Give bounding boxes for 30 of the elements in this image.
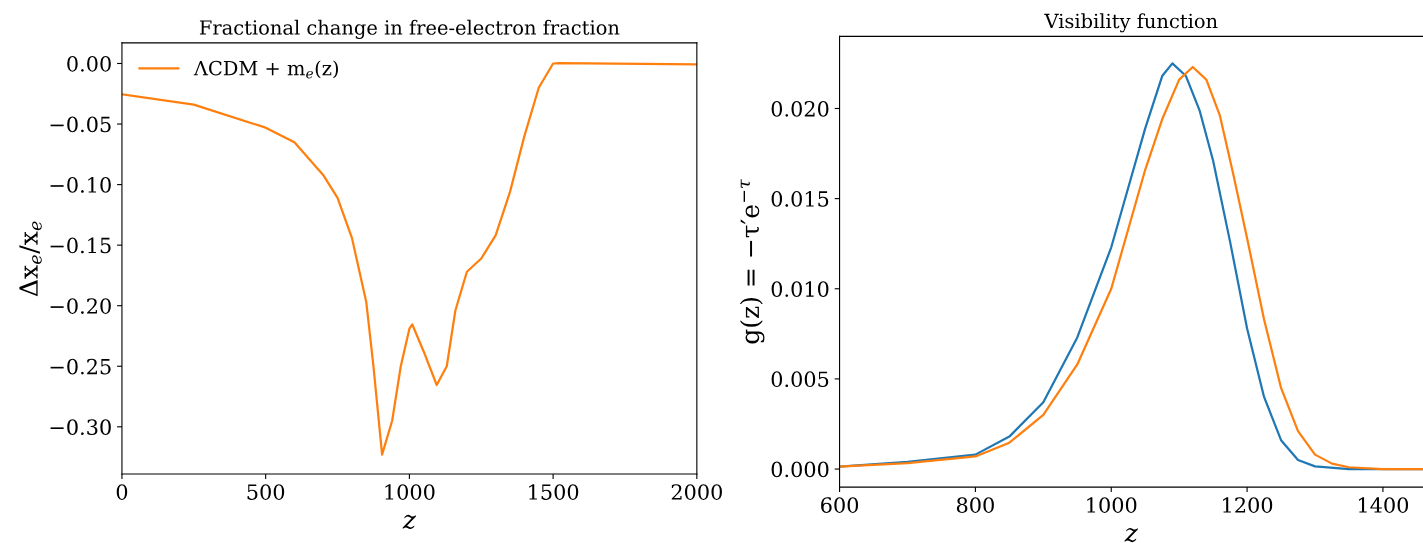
y-tick-label: −0.20 [50, 298, 111, 314]
x-axis-title: z [1124, 527, 1138, 543]
y-tick-label: 0.020 [771, 100, 829, 117]
y-tick-label: −0.15 [50, 237, 111, 254]
y-tick-label: −0.10 [50, 177, 111, 193]
chart-title: Visibility function [1044, 13, 1218, 33]
y-axis-title: Δx$_{e}$/x$_{e}$ [19, 221, 42, 297]
x-axis-title: z [402, 514, 417, 530]
x-tick-label: 1500 [529, 484, 579, 500]
x-tick-label: 1200 [1223, 497, 1273, 513]
x-tick-label: 0 [116, 484, 128, 500]
y-tick-label: −0.30 [50, 419, 111, 436]
y-tick-label: 0.010 [771, 281, 829, 297]
x-tick-label: 1400 [1358, 497, 1409, 513]
x-tick-label: 1000 [385, 484, 435, 500]
x-tick-label: 800 [956, 497, 994, 513]
x-tick-label: 500 [247, 484, 285, 500]
x-tick-label: 1000 [1087, 497, 1137, 513]
y-tick-label: 0.00 [67, 55, 111, 72]
y-tick-label: −0.05 [50, 116, 111, 133]
x-tick-label: 2000 [671, 484, 722, 500]
y-tick-label: −0.25 [50, 358, 111, 375]
chart-title: Fractional change in free-electron fraction [199, 19, 620, 39]
line-series [121, 62, 697, 456]
x-tick-label: 600 [821, 497, 859, 513]
y-tick-label: 0.015 [771, 191, 829, 207]
y-tick-label: 0.005 [771, 371, 829, 388]
y-axis-title: g(z) = −τ′e$^{−τ}$ [739, 179, 765, 344]
legend-label: ΛCDM + m$_{e}$(z) [193, 60, 339, 79]
y-tick-label: 0.000 [771, 461, 829, 478]
